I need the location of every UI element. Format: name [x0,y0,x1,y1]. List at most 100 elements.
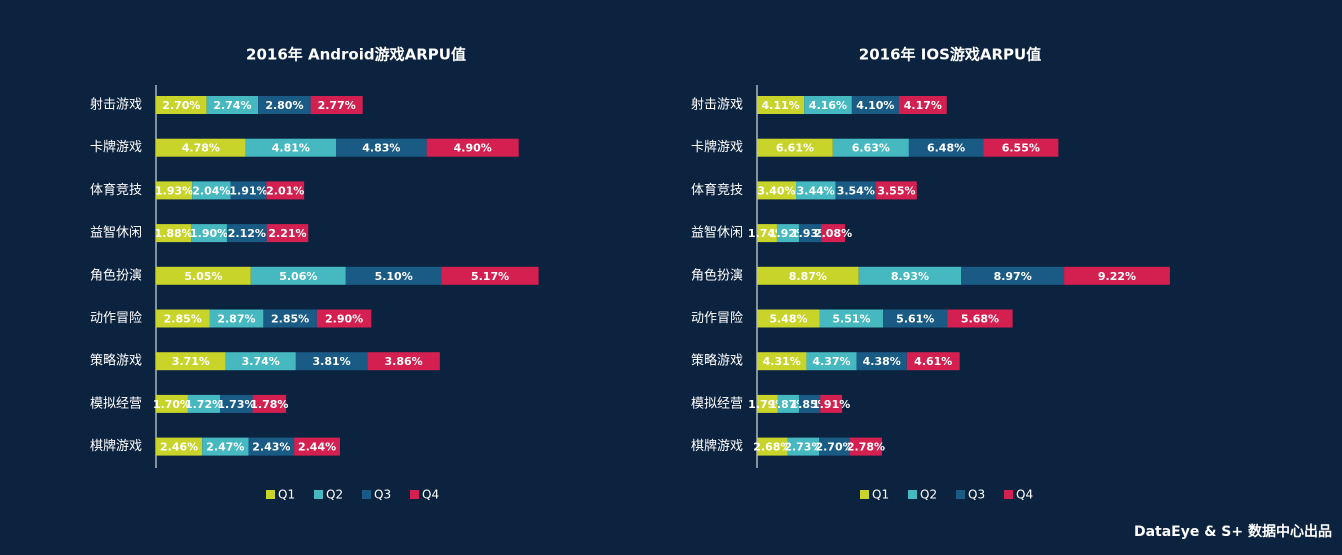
bar-segment [230,181,267,200]
bar-segment [226,224,267,243]
bar-segment [757,181,797,200]
value-label: 6.63% [852,142,890,155]
category-label: 射击游戏 [90,97,142,113]
source-note: DataEye & S+ 数据中心出品 [1134,523,1332,540]
value-label: 2.01% [266,184,304,197]
value-label: 1.73% [217,398,255,411]
legend-label: Q4 [422,488,439,502]
category-label: 卡牌游戏 [691,139,743,155]
bar-segment [266,224,309,243]
legend-swatch [1004,490,1013,499]
value-label: 1.88% [155,227,193,240]
bar-segment [225,352,296,371]
bar-segment [156,352,226,371]
value-label: 4.90% [454,142,492,155]
value-label: 4.81% [272,142,310,155]
category-label: 体育竞技 [691,182,743,198]
bar-segment [757,394,778,413]
bar-segment [295,352,368,371]
bar-segment [441,266,539,285]
value-label: 1.72% [185,398,223,411]
bar-segment [156,394,188,413]
value-label: 2.74% [213,99,251,112]
bar-segment [821,224,845,243]
value-label: 3.55% [877,184,915,197]
value-label: 2.47% [206,441,244,454]
value-label: 4.83% [362,142,400,155]
bar-segment [796,181,836,200]
bar-segment [156,138,246,157]
value-label: 2.73% [784,441,822,454]
bar-segment [883,309,948,328]
value-label: 4.37% [812,355,850,368]
value-label: 3.74% [242,355,280,368]
bar-segment [898,96,947,114]
value-label: 9.22% [1098,270,1136,283]
value-label: 1.74% [748,227,786,240]
value-label: 2.43% [252,441,290,454]
bar-segment [757,138,833,157]
bar-segment [156,181,193,200]
bar-segment [202,437,249,456]
bar-segment [908,138,984,157]
bar-segment [187,394,221,413]
value-label: 1.91% [229,184,267,197]
bar-segment [757,96,805,114]
bar-segment [252,394,287,413]
value-label: 8.87% [789,270,827,283]
bar-segment [804,96,852,114]
bar-segment [777,394,799,413]
bar-segment [156,96,207,114]
category-label: 益智休闲 [90,226,142,241]
bar-segment [310,96,363,114]
bar-segment [757,224,777,243]
value-label: 3.40% [757,184,795,197]
chart-title: 2016年 IOS游戏ARPU值 [859,46,1041,64]
bar-segment [798,224,822,243]
category-label: 益智休闲 [691,226,743,241]
bar-segment [266,181,305,200]
value-label: 2.68% [753,441,791,454]
value-label: 2.46% [160,441,198,454]
bar-segment [832,138,909,157]
bar-segment [156,224,192,243]
bar-segment [819,309,884,328]
bar-segment [856,352,907,371]
bar-segment [851,96,899,114]
bar-segment [819,437,851,456]
value-label: 6.48% [927,142,965,155]
value-label: 1.70% [153,398,191,411]
bar-segment [156,309,210,328]
value-label: 2.08% [814,227,852,240]
value-label: 5.48% [769,313,807,326]
category-label: 射击游戏 [691,97,743,113]
value-label: 6.61% [776,142,814,155]
bar-segment [206,96,259,114]
value-label: 2.70% [162,99,200,112]
bar-segment [294,437,340,456]
bar-segment [961,266,1065,285]
value-label: 4.17% [904,99,942,112]
legend-swatch [266,490,275,499]
bar-segment [220,394,253,413]
category-label: 角色扮演 [90,267,142,283]
value-label: 2.77% [318,99,356,112]
bar-segment [906,352,960,371]
category-label: 卡牌游戏 [90,139,142,155]
value-label: 4.78% [182,142,220,155]
value-label: 6.55% [1002,142,1040,155]
chart-title: 2016年 Android游戏ARPU值 [246,46,466,64]
category-label: 体育竞技 [90,182,142,198]
value-label: 4.31% [763,355,801,368]
legend-label: Q1 [872,488,889,502]
value-label: 3.71% [172,355,210,368]
bar-segment [367,352,440,371]
value-label: 2.90% [325,313,363,326]
value-label: 1.91% [812,398,850,411]
bar-segment [983,138,1059,157]
value-label: 2.85% [271,313,309,326]
bar-segment [757,437,788,456]
value-label: 1.78% [250,398,288,411]
value-label: 1.90% [190,227,228,240]
